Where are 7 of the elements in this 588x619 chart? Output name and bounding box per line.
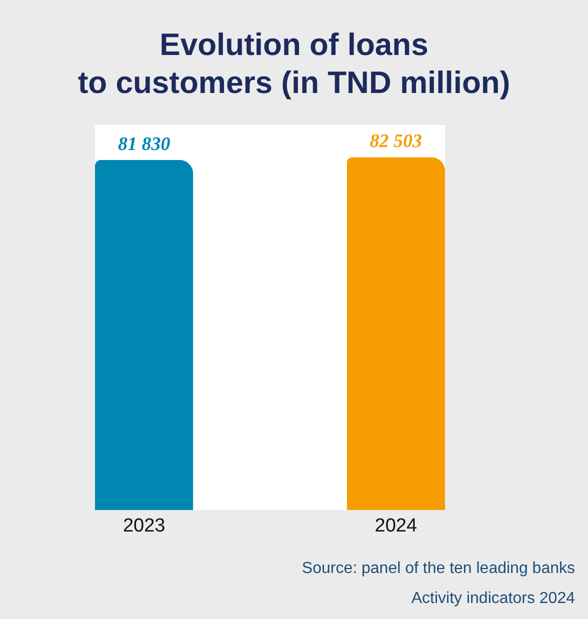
source-note: Source: panel of the ten leading banks — [302, 560, 575, 577]
x-tick-label: 2023 — [122, 516, 166, 536]
x-tick-label: 2024 — [374, 516, 418, 536]
data-label: 81 830 — [118, 134, 171, 155]
text: Activity indicators 2024 — [411, 590, 576, 607]
data-label: 82 503 — [370, 131, 422, 152]
chart-title: Evolution of loans to customers (in TND million) — [78, 27, 510, 100]
